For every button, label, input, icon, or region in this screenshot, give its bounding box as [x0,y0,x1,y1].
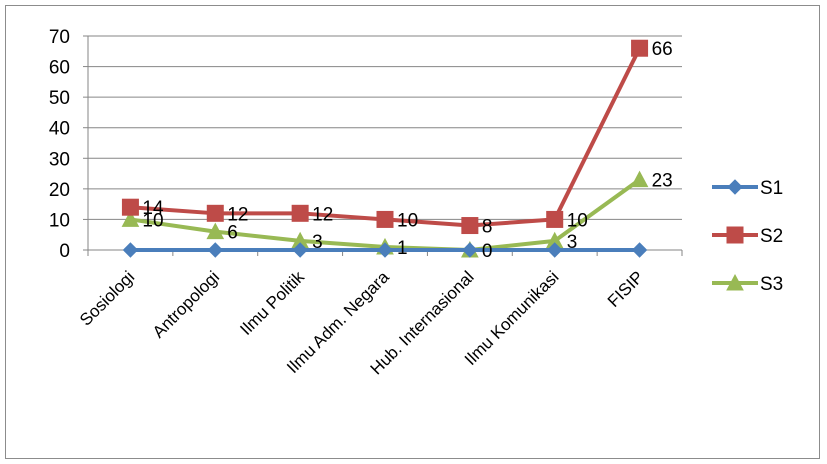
data-label-s3-4: 0 [482,241,493,262]
x-tick-label-2: Ilmu Politik [236,267,308,339]
data-label-s2-0: 14 [142,198,164,219]
series-s1-point-6 [631,242,648,258]
x-tick-label-5: Ilmu Komunikasi [461,267,563,369]
series-s2-line [130,47,642,228]
data-label-s3-3: 1 [397,238,408,259]
data-label-s2-5: 10 [567,210,588,231]
series-s1-point-2 [292,242,308,258]
chart-frame [5,5,820,459]
y-tick-label-20: 20 [49,180,70,201]
y-tick-label-70: 70 [49,27,70,48]
legend-item-s3: S3 [712,273,783,295]
series-s3-point-0 [121,210,140,227]
data-label-s2-6: 66 [652,39,673,60]
legend-label-s3: S3 [760,274,783,295]
x-tick-label-1: Antropologi [149,267,223,341]
y-tick-label-30: 30 [49,149,70,170]
legend-marker-s2 [726,226,744,244]
legend-item-s1: S1 [712,178,783,199]
legend-marker-s1 [727,179,743,195]
series-s1-point-3 [377,242,393,258]
data-label-s3-1: 6 [227,223,238,244]
series-s2-point-2 [291,204,309,222]
data-label-s3-0: 10 [142,210,163,231]
data-label-s3-6: 23 [652,171,673,192]
series-s3-point-6 [630,170,649,188]
data-label-s3-5: 3 [567,232,578,253]
series-s3-point-1 [206,222,225,240]
data-label-s2-4: 8 [482,217,493,238]
legend-label-s2: S2 [760,226,783,247]
data-label-s2-3: 10 [397,210,418,231]
series-s2 [121,39,649,235]
x-tick-label-6: FISIP [604,267,647,310]
y-tick-label-10: 10 [49,210,70,231]
series-s2-point-3 [376,210,394,228]
series-layer [121,39,649,258]
series-s2-point-5 [546,210,564,228]
series-s1-point-5 [547,242,563,258]
series-s1-point-1 [207,242,223,258]
y-tick-label-50: 50 [49,88,70,109]
gridlines [88,35,682,220]
y-tick-label-0: 0 [59,241,70,262]
data-label-s2-2: 12 [312,204,333,225]
series-s1-point-4 [462,242,478,258]
series-s1 [122,242,648,258]
y-tick-label-40: 40 [49,119,70,140]
legend-item-s2: S2 [712,226,783,247]
x-tick-label-0: Sosiologi [76,267,138,329]
legend: S1 S2 S3 [712,178,783,295]
series-s2-point-1 [206,204,224,222]
series-s2-point-6 [631,39,649,57]
series-s2-point-4 [461,217,479,235]
data-label-s2-1: 12 [227,204,248,225]
y-tick-label-60: 60 [49,58,70,79]
series-s1-point-0 [122,242,139,258]
legend-marker-s3 [726,273,744,291]
legend-label-s1: S1 [760,178,783,199]
data-label-s3-2: 3 [312,232,323,253]
series-s2-point-0 [121,198,139,216]
